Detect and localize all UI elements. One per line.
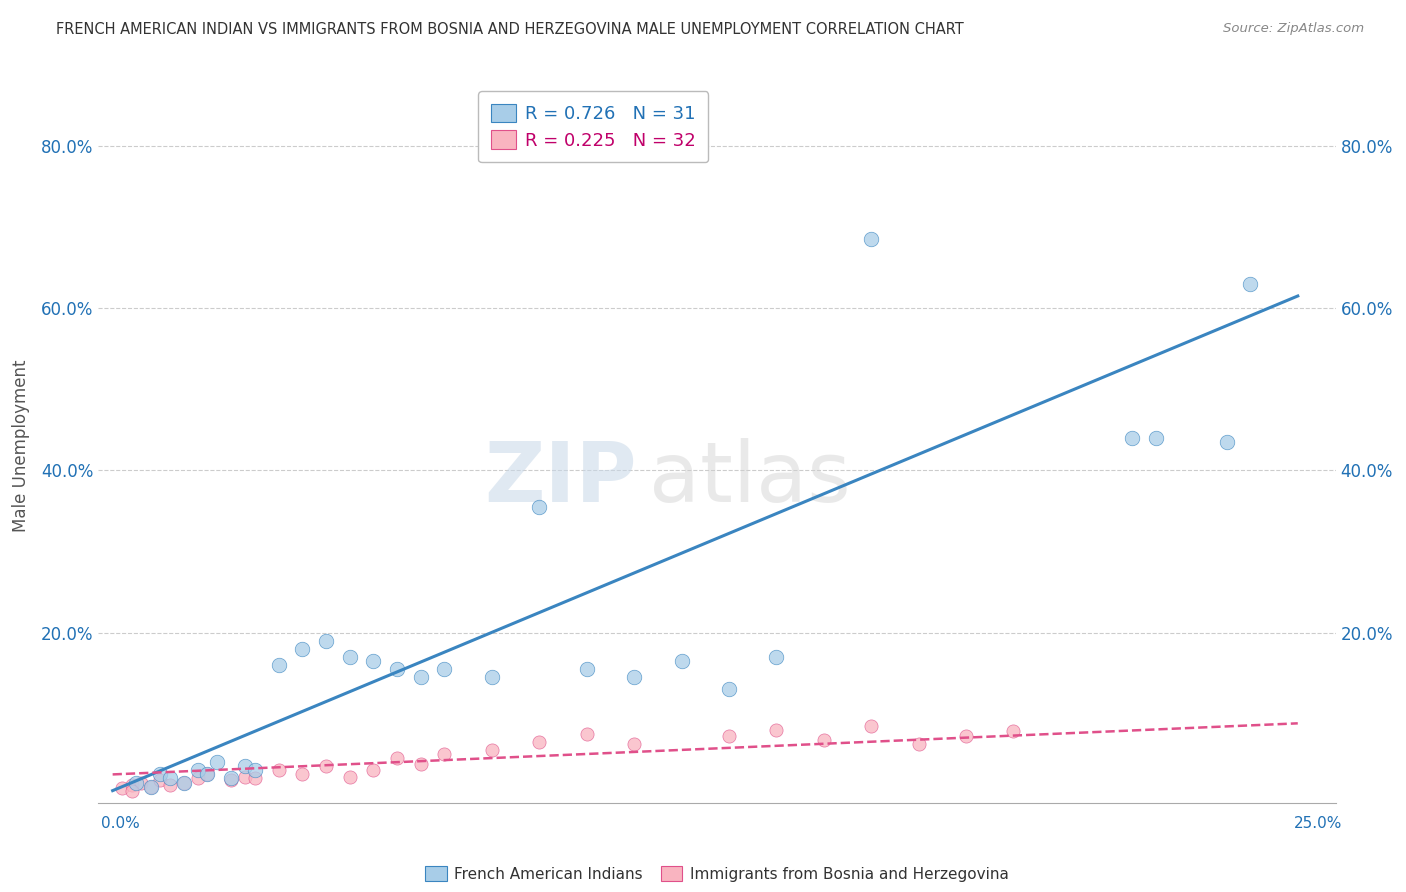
Point — [409, 756, 432, 771]
Point — [121, 783, 143, 797]
Point — [173, 775, 195, 789]
Point — [409, 670, 432, 684]
Point — [173, 775, 195, 789]
Point — [197, 767, 219, 781]
Point — [907, 738, 929, 752]
Point — [159, 778, 181, 792]
Point — [187, 772, 209, 786]
Point — [717, 729, 740, 743]
Point — [149, 767, 172, 781]
Point — [139, 780, 162, 794]
Text: 0.0%: 0.0% — [101, 816, 141, 831]
Point — [481, 670, 503, 684]
Point — [267, 764, 290, 778]
Point — [125, 775, 148, 789]
Y-axis label: Male Unemployment: Male Unemployment — [11, 359, 30, 533]
Point — [1215, 434, 1237, 449]
Text: atlas: atlas — [650, 438, 851, 518]
Point — [219, 773, 242, 788]
Point — [1239, 277, 1261, 291]
Point — [1121, 431, 1143, 445]
Point — [149, 773, 172, 788]
Point — [243, 764, 266, 778]
Point — [315, 633, 337, 648]
Text: 25.0%: 25.0% — [1295, 816, 1343, 831]
Legend: French American Indians, Immigrants from Bosnia and Herzegovina: French American Indians, Immigrants from… — [419, 860, 1015, 888]
Point — [187, 764, 209, 778]
Point — [575, 727, 598, 741]
Point — [529, 735, 551, 749]
Point — [1002, 724, 1025, 739]
Text: FRENCH AMERICAN INDIAN VS IMMIGRANTS FROM BOSNIA AND HERZEGOVINA MALE UNEMPLOYME: FRENCH AMERICAN INDIAN VS IMMIGRANTS FRO… — [56, 22, 965, 37]
Point — [235, 759, 257, 773]
Point — [1144, 431, 1167, 445]
Point — [955, 729, 977, 743]
Point — [385, 751, 408, 765]
Point — [159, 772, 181, 786]
Point — [860, 232, 883, 246]
Text: Source: ZipAtlas.com: Source: ZipAtlas.com — [1223, 22, 1364, 36]
Point — [339, 649, 361, 664]
Point — [121, 778, 143, 792]
Point — [291, 767, 314, 781]
Point — [339, 770, 361, 784]
Point — [129, 775, 152, 789]
Point — [315, 759, 337, 773]
Point — [219, 772, 242, 786]
Point — [197, 767, 219, 781]
Point — [623, 670, 645, 684]
Point — [267, 657, 290, 672]
Point — [433, 747, 456, 761]
Text: ZIP: ZIP — [484, 438, 637, 518]
Point — [363, 764, 385, 778]
Point — [671, 654, 693, 668]
Point — [717, 682, 740, 697]
Point — [139, 780, 162, 794]
Point — [813, 732, 835, 747]
Point — [623, 738, 645, 752]
Point — [205, 756, 228, 770]
Point — [433, 662, 456, 676]
Point — [291, 641, 314, 656]
Point — [111, 781, 134, 796]
Point — [235, 770, 257, 784]
Point — [385, 662, 408, 676]
Point — [860, 719, 883, 733]
Point — [765, 649, 787, 664]
Point — [363, 654, 385, 668]
Point — [481, 743, 503, 757]
Point — [575, 662, 598, 676]
Point — [529, 500, 551, 514]
Point — [765, 723, 787, 737]
Point — [243, 772, 266, 786]
